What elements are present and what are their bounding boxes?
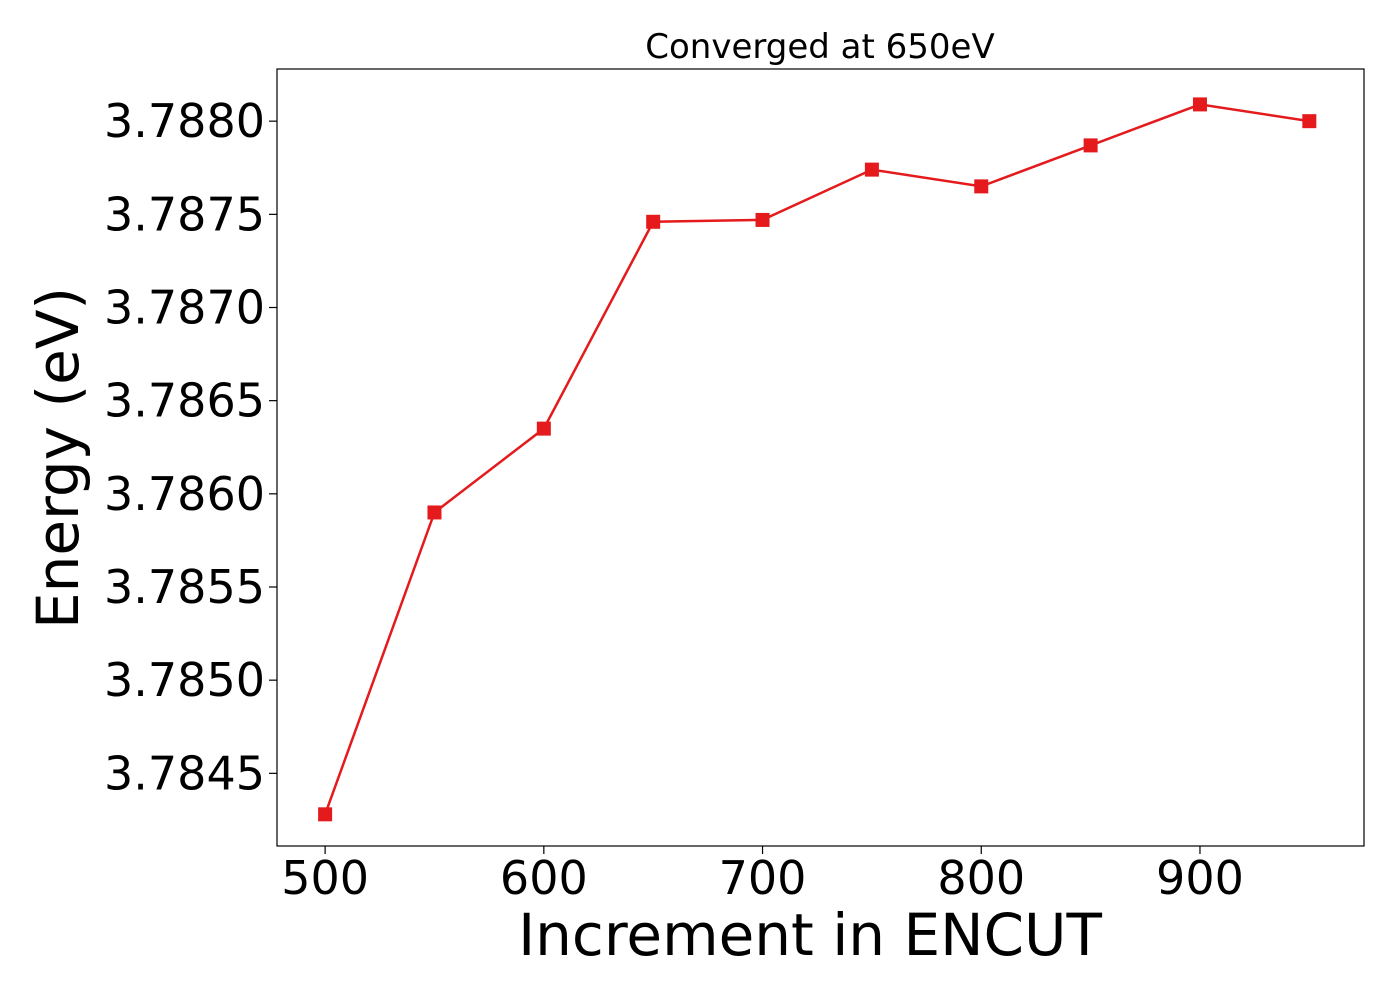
y-tick-label: 3.7850 — [104, 653, 265, 707]
data-point — [1302, 114, 1317, 129]
y-tick-label: 3.7875 — [104, 187, 265, 241]
data-point — [864, 162, 879, 177]
y-axis-label: Energy (eV) — [24, 287, 92, 629]
data-point — [755, 212, 770, 227]
plot-area: 500 600 700 800 900 3.7845 3.7850 3.7855 3.7860 3… — [104, 68, 1365, 905]
x-tick-label: 600 — [500, 851, 588, 905]
data-point — [646, 214, 661, 229]
data-point — [427, 505, 442, 520]
data-point — [974, 179, 989, 194]
y-tick-label: 3.7855 — [104, 560, 265, 614]
chart-title: Converged at 650eV — [645, 27, 994, 67]
x-tick-label: 800 — [937, 851, 1025, 905]
x-tick-label: 500 — [281, 851, 369, 905]
plot-frame — [276, 68, 1365, 847]
x-axis-label: Increment in ENCUT — [518, 901, 1102, 969]
data-point — [536, 421, 551, 436]
x-tick-label: 900 — [1156, 851, 1244, 905]
y-tick-label: 3.7845 — [104, 746, 265, 800]
y-tick-label: 3.7865 — [104, 374, 265, 428]
data-point — [1083, 138, 1098, 153]
x-tick-label: 700 — [719, 851, 807, 905]
y-tick-label: 3.7880 — [104, 94, 265, 148]
series-line — [323, 103, 1310, 815]
data-point — [318, 807, 333, 822]
data-point — [1192, 97, 1207, 112]
y-tick-label: 3.7860 — [104, 467, 265, 521]
y-tick-label: 3.7870 — [104, 281, 265, 335]
